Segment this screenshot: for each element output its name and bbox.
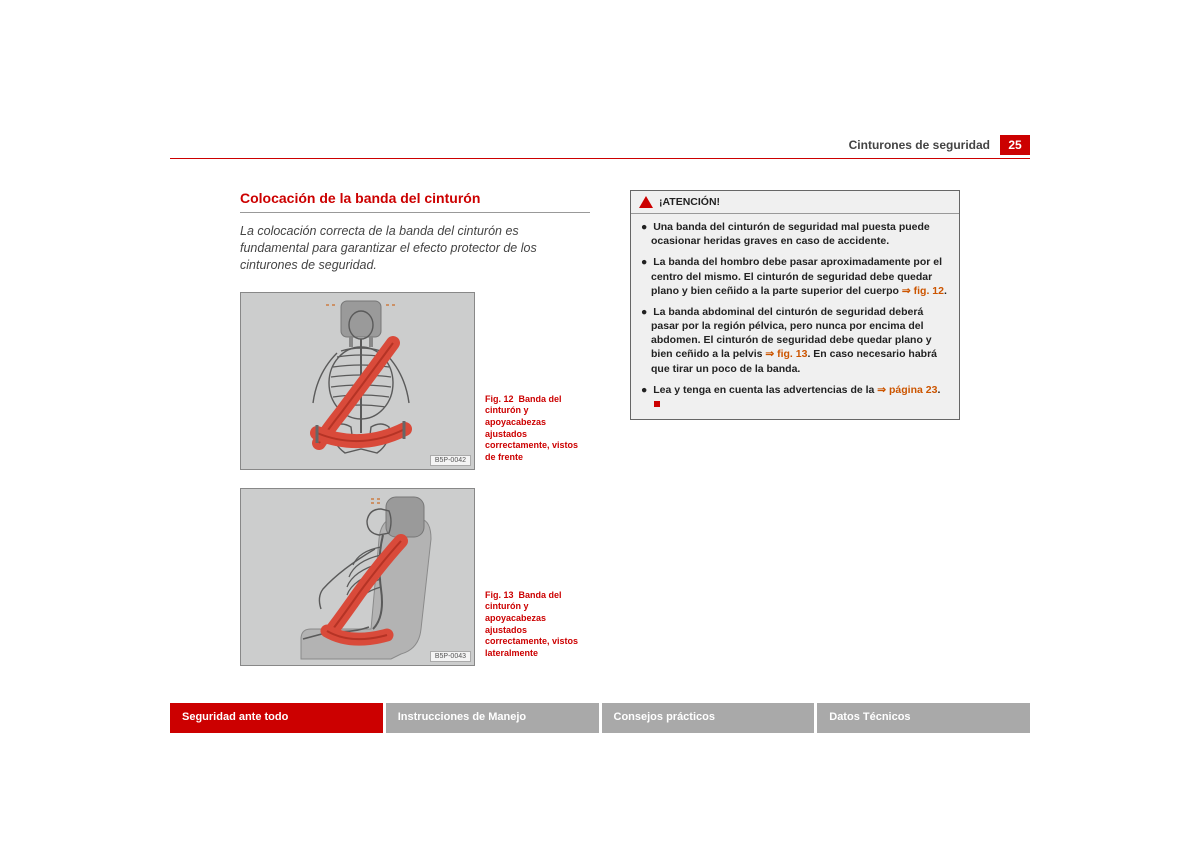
fig12-label: Fig. 12: [485, 394, 514, 404]
right-column: ¡ATENCIÓN! ● Una banda del cinturón de s…: [630, 190, 960, 684]
warning-icon: [639, 196, 653, 208]
page-number: 25: [1000, 135, 1030, 155]
content: Colocación de la banda del cinturón La c…: [240, 190, 960, 684]
warning-box: ¡ATENCIÓN! ● Una banda del cinturón de s…: [630, 190, 960, 420]
figure-13-image: B5P-0043: [240, 488, 475, 666]
figure-13-caption: Fig. 13 Banda del cinturón y apoyacabeza…: [485, 590, 590, 666]
figure-12: B5P-0042 Fig. 12 Banda del cinturón y ap…: [240, 292, 590, 470]
figure-13-ref: B5P-0043: [430, 651, 471, 662]
warning-header: ¡ATENCIÓN!: [631, 191, 959, 214]
fig13-label: Fig. 13: [485, 590, 514, 600]
footer-nav: Seguridad ante todo Instrucciones de Man…: [170, 703, 1030, 733]
warning-item-4: ● Lea y tenga en cuenta las advertencias…: [641, 383, 949, 411]
warning-body: ● Una banda del cinturón de seguridad ma…: [631, 214, 959, 419]
warning-item-3: ● La banda abdominal del cinturón de seg…: [641, 305, 949, 376]
nav-tab-safety[interactable]: Seguridad ante todo: [170, 703, 383, 733]
section-heading: Colocación de la banda del cinturón: [240, 190, 590, 213]
figure-13: B5P-0043 Fig. 13 Banda del cinturón y ap…: [240, 488, 590, 666]
figure-12-caption: Fig. 12 Banda del cinturón y apoyacabeza…: [485, 394, 590, 470]
header-rule: [170, 158, 1030, 159]
section-intro: La colocación correcta de la banda del c…: [240, 223, 590, 274]
figure-12-ref: B5P-0042: [430, 455, 471, 466]
warning-item-1: ● Una banda del cinturón de seguridad ma…: [641, 220, 949, 248]
nav-tab-techdata[interactable]: Datos Técnicos: [817, 703, 1030, 733]
end-marker-icon: [654, 401, 660, 407]
warning-title: ¡ATENCIÓN!: [659, 196, 720, 208]
page-header: Cinturones de seguridad 25: [170, 135, 1030, 155]
figure-12-image: B5P-0042: [240, 292, 475, 470]
nav-tab-tips[interactable]: Consejos prácticos: [602, 703, 815, 733]
nav-tab-instructions[interactable]: Instrucciones de Manejo: [386, 703, 599, 733]
left-column: Colocación de la banda del cinturón La c…: [240, 190, 590, 684]
warning-item-2: ● La banda del hombro debe pasar aproxim…: [641, 255, 949, 298]
section-name: Cinturones de seguridad: [849, 138, 990, 152]
